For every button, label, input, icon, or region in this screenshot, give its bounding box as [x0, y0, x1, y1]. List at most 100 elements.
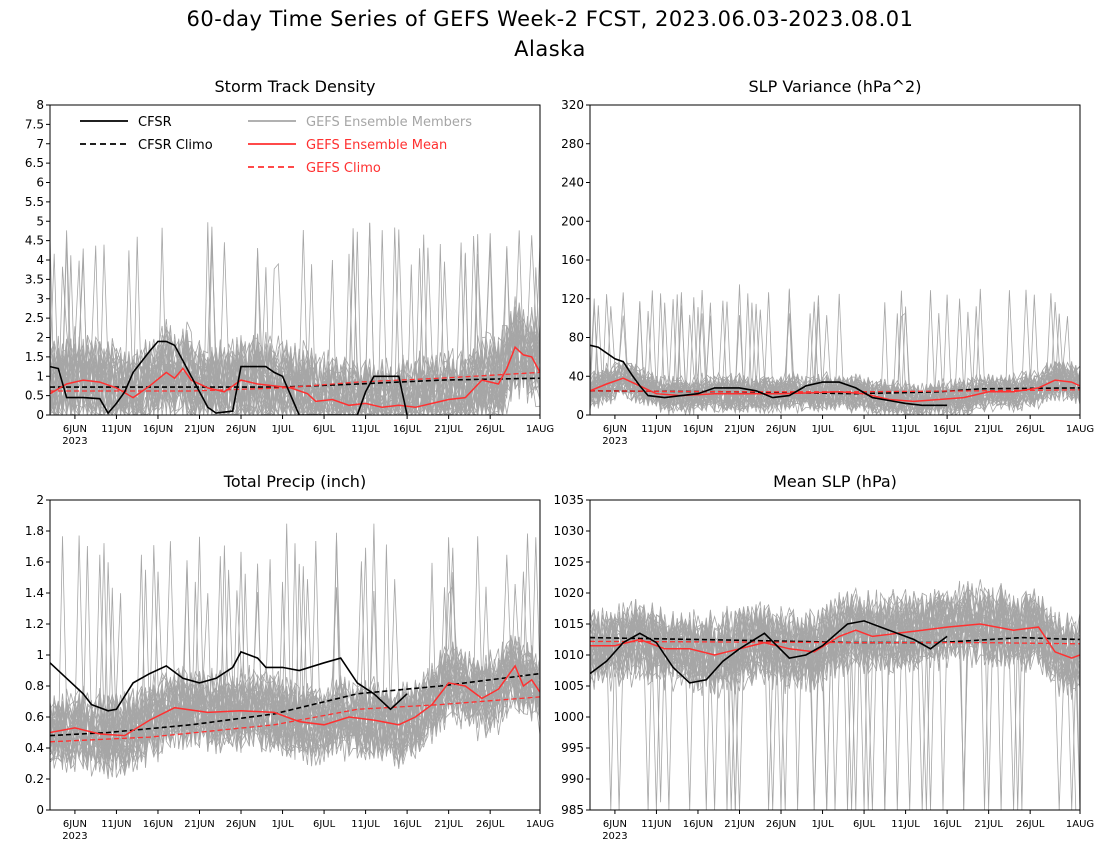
y-tick-label: 2 — [36, 331, 44, 345]
x-tick-label: 26JUN — [226, 424, 256, 435]
y-tick-label: 5 — [36, 214, 44, 228]
series-cfsr-climo — [590, 387, 1080, 395]
series-gefs-climo — [590, 389, 1080, 393]
y-tick-label: 240 — [561, 176, 584, 190]
x-tick-label: 6JUN — [603, 819, 627, 830]
y-tick-label: 1030 — [553, 524, 584, 538]
x-tick-label: 16JUL — [933, 424, 962, 435]
ensemble-member-line — [50, 523, 540, 770]
y-tick-label: 0.2 — [25, 772, 44, 786]
x-tick-label: 26JUL — [1016, 424, 1045, 435]
ensemble-member-line — [590, 590, 1080, 691]
x-tick-label: 6JUL — [853, 424, 876, 435]
figure-title-line1: 60-day Time Series of GEFS Week-2 FCST, … — [186, 7, 914, 31]
x-tick-label: 21JUN — [184, 819, 214, 830]
x-year-label: 2023 — [62, 436, 87, 447]
x-tick-label: 1JUL — [271, 819, 294, 830]
x-tick-label: 16JUL — [933, 819, 962, 830]
x-tick-label: 21JUL — [974, 424, 1003, 435]
y-tick-label: 0.6 — [25, 710, 44, 724]
y-tick-label: 7.5 — [25, 117, 44, 131]
x-tick-label: 1AUG — [526, 819, 554, 830]
y-tick-label: 1.2 — [25, 617, 44, 631]
x-tick-label: 6JUL — [853, 819, 876, 830]
x-tick-label: 26JUN — [766, 819, 796, 830]
y-tick-label: 1035 — [553, 493, 584, 507]
ensemble-member-line — [590, 583, 1080, 810]
y-tick-label: 1.4 — [25, 586, 44, 600]
x-tick-label: 6JUL — [313, 819, 336, 830]
series-cfsr-climo — [50, 672, 540, 737]
y-tick-label: 280 — [561, 137, 584, 151]
ensemble-member-line — [50, 563, 540, 765]
x-tick-label: 16JUN — [143, 424, 173, 435]
ensemble-members — [50, 222, 540, 415]
series-cfsr — [50, 650, 408, 712]
x-year-label: 2023 — [62, 831, 87, 842]
y-tick-label: 1.8 — [25, 524, 44, 538]
ensemble-members — [590, 284, 1080, 415]
y-tick-label: 1.5 — [25, 350, 44, 364]
series-gefs-ensemble-mean — [590, 623, 1080, 659]
y-tick-label: 6.5 — [25, 156, 44, 170]
panel-title: SLP Variance (hPa^2) — [749, 77, 922, 96]
x-tick-label: 26JUL — [476, 819, 505, 830]
legend-label: GEFS Ensemble Mean — [306, 138, 447, 153]
series-gefs-climo — [590, 640, 1080, 645]
x-tick-label: 26JUL — [1016, 819, 1045, 830]
legend-label: CFSR — [138, 115, 172, 130]
x-tick-label: 11JUL — [891, 819, 920, 830]
y-tick-label: 2 — [36, 493, 44, 507]
series-lines — [590, 344, 1080, 407]
x-year-label: 2023 — [602, 436, 627, 447]
ensemble-member-line — [50, 264, 540, 415]
y-tick-label: 0.5 — [25, 389, 44, 403]
x-tick-label: 11JUL — [351, 819, 380, 830]
x-year-label: 2023 — [602, 831, 627, 842]
y-tick-label: 8 — [36, 98, 44, 112]
y-tick-label: 1.6 — [25, 555, 44, 569]
legend: CFSR CFSR Climo GEFS Ensemble Members GEFS … — [80, 115, 472, 176]
y-tick-label: 0 — [36, 408, 44, 422]
series-gefs-ensemble-mean — [50, 345, 540, 409]
series-gefs-climo — [50, 696, 540, 743]
series-cfsr — [50, 340, 408, 415]
series-lines — [590, 620, 1080, 684]
y-tick-label: 1 — [36, 369, 44, 383]
y-tick-label: 40 — [569, 369, 584, 383]
ensemble-member-line — [590, 591, 1080, 694]
x-tick-label: 21JUN — [184, 424, 214, 435]
figure-title-line2: Alaska — [514, 37, 586, 61]
legend-label: GEFS Climo — [306, 161, 381, 176]
x-tick-label: 1AUG — [526, 424, 554, 435]
panel-title: Mean SLP (hPa) — [773, 472, 897, 491]
series-gefs-ensemble-mean — [50, 664, 540, 737]
ensemble-member-line — [590, 293, 1080, 414]
x-tick-label: 11JUN — [101, 819, 131, 830]
x-tick-label: 21JUN — [724, 424, 754, 435]
y-tick-label: 0.8 — [25, 679, 44, 693]
y-tick-label: 6 — [36, 176, 44, 190]
y-tick-label: 0 — [576, 408, 584, 422]
y-tick-label: 4 — [36, 253, 44, 267]
y-tick-label: 120 — [561, 292, 584, 306]
y-tick-label: 7 — [36, 137, 44, 151]
x-tick-label: 16JUL — [393, 424, 422, 435]
y-tick-label: 4.5 — [25, 234, 44, 248]
x-tick-label: 1AUG — [1066, 424, 1094, 435]
y-tick-label: 985 — [561, 803, 584, 817]
y-tick-label: 160 — [561, 253, 584, 267]
x-tick-label: 11JUL — [891, 424, 920, 435]
x-tick-label: 11JUN — [641, 819, 671, 830]
y-tick-label: 1010 — [553, 648, 584, 662]
panel-total-precip: Total Precip (inch) 0 0.2 0.4 0.6 0.8 1 1.2 1.4 1… — [25, 472, 554, 842]
figure-title: 60-day Time Series of GEFS Week-2 FCST, … — [0, 4, 1100, 64]
y-tick-label: 200 — [561, 214, 584, 228]
panel-storm-track-density: Storm Track Density 0 0.5 1 1.5 2 2.5 3 3.5 4 4.5 5… — [25, 77, 554, 447]
ensemble-member-line — [50, 247, 540, 415]
x-tick-label: 6JUL — [313, 424, 336, 435]
legend-label: CFSR Climo — [138, 138, 213, 153]
x-tick-label: 11JUN — [101, 424, 131, 435]
y-tick-label: 0 — [36, 803, 44, 817]
